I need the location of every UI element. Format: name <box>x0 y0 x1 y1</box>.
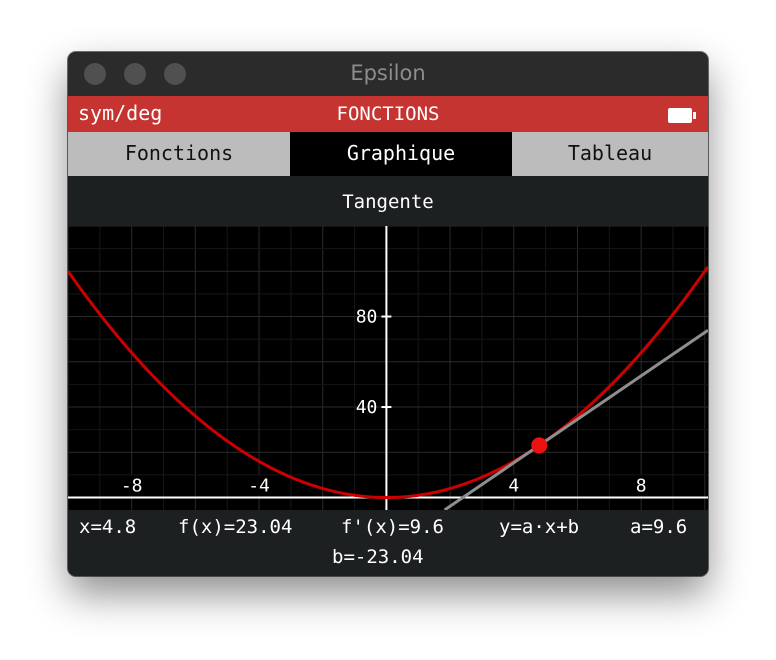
tangent-point[interactable] <box>531 437 548 454</box>
readout-b: b=-23.04 <box>332 546 424 568</box>
graph-area[interactable]: -8 -4 4 8 80 40 <box>68 226 708 510</box>
x-tick-label-bg <box>498 475 529 496</box>
title-bar: Epsilon <box>68 52 708 96</box>
x-tick-label-bg <box>244 475 275 496</box>
readout-a: a=9.6 <box>630 516 688 538</box>
readout-x: x=4.8 <box>79 516 137 538</box>
status-bar: sym/deg FONCTIONS <box>68 96 708 132</box>
function-curve <box>68 265 708 500</box>
x-tick-label-bg <box>116 475 147 496</box>
window-title: Epsilon <box>350 61 426 85</box>
readout-derivative: f'(x)=9.6 <box>341 516 444 538</box>
tangent-header: Tangente <box>68 176 708 226</box>
tangent-header-label: Tangente <box>342 191 434 213</box>
graph-background <box>68 226 708 510</box>
app-window: Epsilon sym/deg FONCTIONS Fonctions Grap… <box>68 52 708 576</box>
grid <box>68 226 708 510</box>
readout-panel: x=4.8 f(x)=23.04 f'(x)=9.6 y=a·x+b a=9.6… <box>68 510 708 576</box>
y-tick-label: 80 <box>356 307 378 328</box>
tick-labels: -8 -4 4 8 80 40 <box>116 307 657 497</box>
app-title: FONCTIONS <box>336 103 440 125</box>
x-tick-label: -4 <box>248 476 270 497</box>
tangent-line <box>443 329 708 510</box>
tab-graphique[interactable]: Graphique <box>290 132 512 176</box>
minimize-window-button[interactable] <box>124 63 146 85</box>
x-tick-label: 4 <box>508 476 519 497</box>
x-tick-label: 8 <box>636 476 647 497</box>
readout-equation: y=a·x+b <box>499 516 580 538</box>
close-window-button[interactable] <box>84 63 106 85</box>
readout-fx: f(x)=23.04 <box>178 516 293 538</box>
x-tick-label-bg <box>626 475 657 496</box>
x-tick-label: -8 <box>121 476 143 497</box>
battery-icon <box>668 108 696 123</box>
tab-bar: Fonctions Graphique Tableau <box>68 132 708 176</box>
angle-mode-label: sym/deg <box>78 101 163 125</box>
tab-tableau[interactable]: Tableau <box>512 132 708 176</box>
tab-fonctions[interactable]: Fonctions <box>68 132 290 176</box>
y-tick-label: 40 <box>356 397 378 418</box>
zoom-window-button[interactable] <box>164 63 186 85</box>
